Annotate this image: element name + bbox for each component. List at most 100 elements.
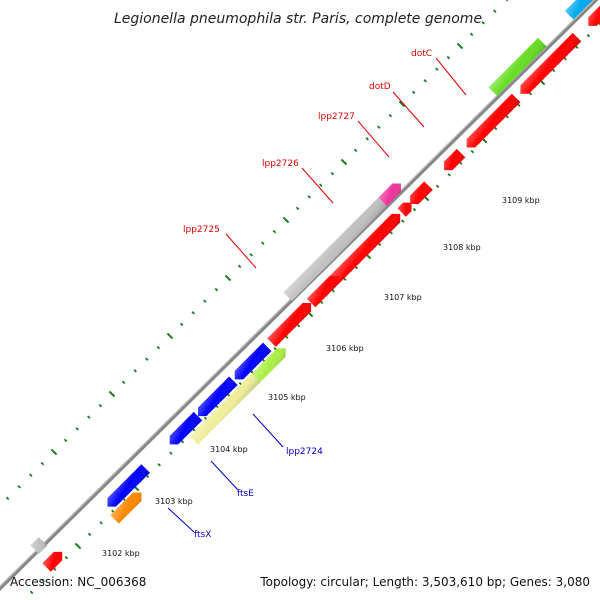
gene-label-dotc: dotC bbox=[411, 49, 432, 59]
minor-tick bbox=[377, 125, 381, 129]
minor-tick bbox=[365, 137, 369, 141]
accession-text: Accession: NC_006368 bbox=[10, 575, 146, 589]
kbp-label: 3108 kbp bbox=[443, 243, 481, 252]
gene-leader-line bbox=[225, 233, 257, 269]
gene-block-blue-shading bbox=[169, 411, 203, 445]
minor-tick bbox=[388, 113, 393, 118]
minor-tick bbox=[179, 322, 184, 327]
minor-tick bbox=[98, 403, 103, 408]
minor-tick bbox=[295, 206, 300, 211]
gene-leader-line bbox=[167, 507, 195, 533]
gene-block-red-shading bbox=[466, 93, 521, 148]
outer-tick-row bbox=[5, 0, 509, 501]
gene-block-red-shading bbox=[410, 181, 433, 205]
gene-block-blue-shading bbox=[107, 464, 150, 507]
major-tick bbox=[456, 42, 464, 50]
minor-tick bbox=[29, 590, 34, 595]
minor-tick bbox=[121, 380, 126, 385]
gene-label-lpp2724: lpp2724 bbox=[286, 447, 323, 457]
gene-block-red-shading bbox=[444, 148, 466, 171]
gene-features bbox=[30, 0, 600, 572]
kbp-label: 3104 kbp bbox=[210, 445, 248, 454]
gene-block-red-shading bbox=[520, 32, 582, 94]
minor-tick bbox=[446, 55, 451, 60]
minor-tick bbox=[435, 184, 440, 189]
minor-tick bbox=[191, 311, 195, 315]
minor-tick bbox=[272, 229, 277, 234]
gene-leader-line bbox=[301, 167, 334, 204]
minor-tick bbox=[412, 207, 417, 212]
minor-tick bbox=[75, 427, 79, 431]
gene-block-blue-shading bbox=[197, 376, 238, 417]
kbp-label: 3107 kbp bbox=[384, 293, 422, 302]
minor-tick bbox=[214, 287, 219, 292]
minor-tick bbox=[63, 438, 68, 443]
kbp-label: 3106 kbp bbox=[326, 344, 364, 353]
gene-label-lpp2727: lpp2727 bbox=[318, 112, 355, 122]
minor-tick bbox=[423, 79, 427, 83]
gene-block-lime-shading bbox=[251, 348, 286, 383]
minor-tick bbox=[40, 461, 45, 466]
minor-tick bbox=[237, 264, 242, 269]
minor-tick bbox=[330, 171, 335, 176]
gene-label-ftsx: ftsX bbox=[194, 530, 211, 540]
minor-tick bbox=[99, 521, 103, 525]
gene-block-grey-shading bbox=[283, 197, 387, 301]
gene-leader-line bbox=[357, 120, 390, 158]
minor-tick bbox=[353, 148, 358, 153]
minor-tick bbox=[447, 173, 451, 177]
minor-tick bbox=[169, 451, 173, 455]
kbp-label: 3102 kbp bbox=[102, 549, 140, 558]
gene-block-orange-shading bbox=[110, 492, 142, 524]
map-title: Legionella pneumophila str. Paris, compl… bbox=[114, 11, 482, 27]
minor-tick bbox=[156, 345, 161, 350]
gene-block-red-shading bbox=[588, 0, 600, 26]
minor-tick bbox=[41, 579, 45, 583]
gene-block-green-shading bbox=[488, 37, 547, 96]
gene-leader-line bbox=[435, 57, 467, 96]
kbp-label: 3105 kbp bbox=[268, 393, 306, 402]
gene-leader-line bbox=[392, 91, 425, 128]
major-tick bbox=[166, 332, 174, 340]
kbp-label: 3109 kbp bbox=[502, 196, 540, 205]
minor-tick bbox=[261, 241, 265, 245]
major-tick bbox=[108, 390, 116, 398]
gene-label-lpp2726: lpp2726 bbox=[262, 159, 299, 169]
minor-tick bbox=[586, 33, 591, 38]
gene-block-red-shading bbox=[329, 213, 401, 285]
minor-tick bbox=[5, 496, 10, 501]
minor-tick bbox=[493, 9, 497, 13]
topology-text: Topology: circular; Length: 3,503,610 bp… bbox=[259, 575, 590, 589]
kbp-label: 3103 kbp bbox=[155, 497, 193, 506]
major-tick bbox=[224, 274, 232, 282]
minor-tick bbox=[133, 369, 137, 373]
gene-block-khaki-shading bbox=[189, 373, 261, 445]
gene-label-dotd: dotD bbox=[369, 82, 391, 92]
minor-tick bbox=[411, 90, 416, 95]
minor-tick bbox=[145, 357, 149, 361]
gene-block-red-shading bbox=[306, 276, 338, 308]
major-tick bbox=[74, 542, 82, 550]
gene-block-magenta-shading bbox=[378, 183, 401, 207]
minor-tick bbox=[401, 219, 405, 223]
minor-tick bbox=[87, 532, 92, 537]
major-tick bbox=[398, 100, 406, 108]
minor-tick bbox=[435, 67, 439, 71]
gene-label-ftse: ftsE bbox=[237, 489, 254, 499]
minor-tick bbox=[203, 299, 207, 303]
major-tick bbox=[340, 158, 348, 166]
minor-tick bbox=[64, 555, 69, 560]
gene-block-red-shading bbox=[397, 202, 412, 217]
gene-block-grey-shading bbox=[30, 537, 48, 555]
gene-block-blue-shading bbox=[234, 342, 272, 380]
minor-tick bbox=[319, 183, 323, 187]
minor-tick bbox=[307, 195, 311, 199]
minor-tick bbox=[505, 0, 509, 2]
minor-tick bbox=[87, 415, 91, 419]
gene-block-cyan-shading bbox=[564, 0, 598, 20]
minor-tick bbox=[469, 32, 474, 37]
gene-leader-line bbox=[252, 413, 284, 448]
